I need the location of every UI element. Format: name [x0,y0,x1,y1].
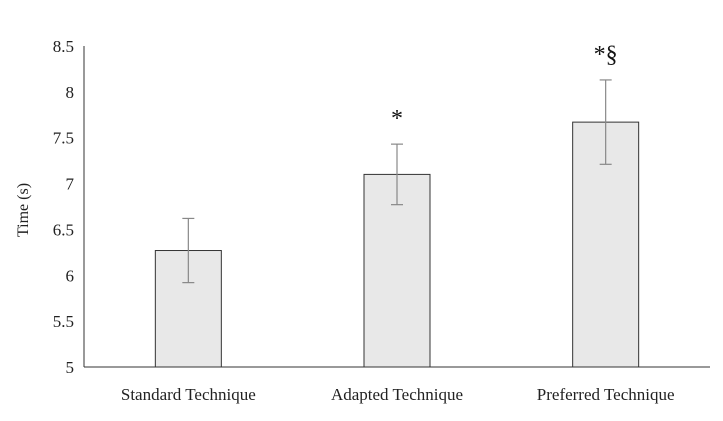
significance-marker: * [391,106,403,132]
y-axis: 5 5.5 6 6.5 7 7.5 8 8.5 [53,37,85,377]
x-tick-label: Standard Technique [121,385,256,404]
y-tick-label: 5 [66,358,75,377]
y-tick-label: 6.5 [53,220,74,239]
y-tick-label: 7 [66,175,75,194]
y-tick-label: 8.5 [53,37,74,56]
y-tick-label: 6 [66,266,75,285]
x-axis: Standard Technique Adapted Technique Prefe… [84,366,710,404]
bar [363,173,431,368]
annotations: * *§ [391,42,618,132]
y-axis-title: Time (s) [15,183,32,237]
x-tick-label: Preferred Technique [537,385,675,404]
y-tick-label: 8 [66,83,75,102]
significance-marker: *§ [594,42,618,68]
error-bars [182,79,612,284]
y-tick-label: 5.5 [53,312,74,331]
y-tick-label: 7.5 [53,129,74,148]
x-tick-label: Adapted Technique [331,385,463,404]
